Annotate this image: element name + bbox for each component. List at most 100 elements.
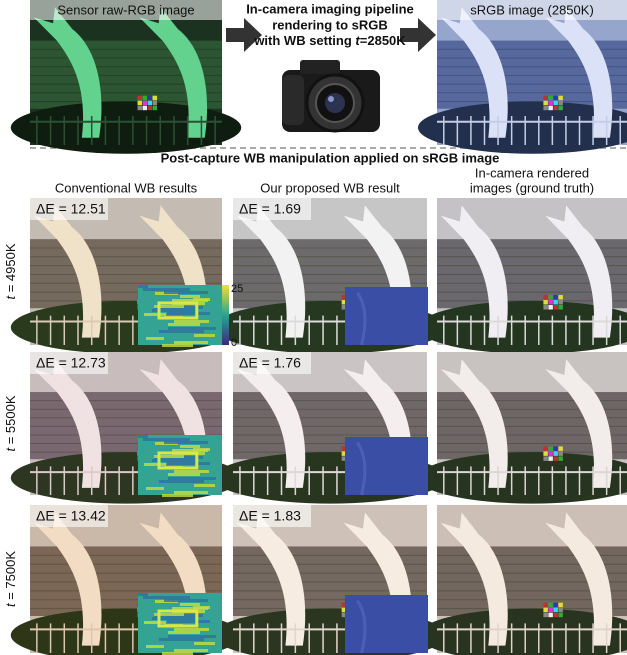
- error-map: [146, 645, 164, 648]
- color-chart: [543, 101, 548, 106]
- color-chart: [558, 96, 563, 101]
- image-label: Sensor raw-RGB image: [57, 2, 194, 17]
- error-map: [143, 596, 190, 599]
- color-chart: [138, 106, 143, 111]
- error-map: [167, 462, 210, 465]
- error-map: [194, 484, 215, 487]
- pipeline-text: rendering to sRGB: [272, 17, 388, 32]
- error-map: [174, 341, 208, 344]
- error-map: [168, 477, 216, 480]
- color-chart: [558, 613, 563, 618]
- section-title: Post-capture WB manipulation applied on …: [161, 150, 500, 165]
- error-map: [194, 642, 215, 645]
- colorbar: [222, 285, 229, 345]
- error-map: [143, 438, 190, 441]
- error-map: [345, 595, 428, 653]
- color-chart: [548, 446, 553, 451]
- color-chart: [548, 106, 553, 111]
- colorbar-tick: 25: [231, 283, 243, 295]
- camera: [282, 60, 380, 132]
- color-chart: [558, 608, 563, 613]
- color-chart: [543, 96, 548, 101]
- row-label: = 5500K: [3, 395, 18, 448]
- error-map: [144, 313, 166, 316]
- color-chart: [548, 456, 553, 461]
- error-map: [143, 288, 190, 291]
- error-map: [159, 330, 204, 333]
- photo: [418, 352, 627, 504]
- color-chart: [553, 295, 558, 300]
- column-header: Conventional WB results: [55, 180, 198, 195]
- error-map: [174, 491, 208, 494]
- error-map: [193, 606, 210, 609]
- color-chart: [558, 300, 563, 305]
- error-map: [164, 599, 208, 602]
- color-chart: [548, 96, 553, 101]
- error-map: [193, 298, 210, 301]
- error-map: [174, 470, 209, 473]
- color-chart: [558, 305, 563, 310]
- color-chart: [543, 608, 548, 613]
- color-chart: [553, 300, 558, 305]
- delta-e: ΔE = 13.42: [36, 508, 106, 524]
- color-chart: [543, 106, 548, 111]
- color-chart: [553, 451, 558, 456]
- color-chart: [543, 451, 548, 456]
- error-map: [144, 463, 166, 466]
- error-map: [138, 435, 148, 438]
- delta-e: ΔE = 12.51: [36, 201, 106, 217]
- error-map: [144, 621, 166, 624]
- error-map: [138, 285, 148, 288]
- color-chart: [558, 295, 563, 300]
- column-header: images (ground truth): [470, 180, 594, 195]
- error-map: [162, 494, 193, 497]
- color-chart: [548, 305, 553, 310]
- color-chart: [548, 101, 553, 106]
- error-map: [180, 445, 200, 448]
- column-header: In-camera rendered: [475, 165, 589, 180]
- color-chart: [548, 613, 553, 618]
- error-map: [164, 441, 208, 444]
- photo: [11, 0, 241, 154]
- delta-e: ΔE = 1.76: [239, 355, 301, 371]
- color-chart: [558, 603, 563, 608]
- color-chart: [553, 305, 558, 310]
- error-map: [159, 638, 204, 641]
- error-map: [168, 635, 216, 638]
- error-map: [174, 320, 209, 323]
- error-map: [168, 631, 200, 634]
- row-label: t = 7500K: [3, 551, 18, 607]
- delta-e: ΔE = 12.73: [36, 355, 106, 371]
- colorbar-tick: 0: [231, 337, 237, 349]
- row-label: t = 4950K: [3, 243, 18, 299]
- error-map: [168, 323, 200, 326]
- color-chart: [558, 106, 563, 111]
- photo: [418, 0, 627, 154]
- color-chart: [543, 456, 548, 461]
- color-chart: [553, 446, 558, 451]
- color-chart: [143, 101, 148, 106]
- error-map: [174, 649, 208, 652]
- pipeline-text: with WB setting: [253, 33, 355, 48]
- photo: [418, 198, 627, 354]
- color-chart: [138, 101, 143, 106]
- color-chart: [543, 603, 548, 608]
- color-chart: [553, 101, 558, 106]
- color-chart: [543, 613, 548, 618]
- error-map: [193, 448, 210, 451]
- color-chart: [553, 456, 558, 461]
- error-map: [138, 593, 148, 596]
- color-chart: [553, 106, 558, 111]
- column-header: Our proposed WB result: [260, 180, 400, 195]
- photo: [418, 505, 627, 655]
- row-label: = 4950K: [3, 243, 18, 296]
- pipeline-text: with WB setting t=2850K: [253, 33, 406, 48]
- color-chart: [148, 101, 153, 106]
- color-chart: [138, 96, 143, 101]
- color-chart: [558, 446, 563, 451]
- color-chart: [153, 101, 158, 106]
- row-label: t = 5500K: [3, 395, 18, 451]
- image-label: sRGB image (2850K): [470, 2, 594, 17]
- error-map: [194, 334, 215, 337]
- color-chart: [543, 300, 548, 305]
